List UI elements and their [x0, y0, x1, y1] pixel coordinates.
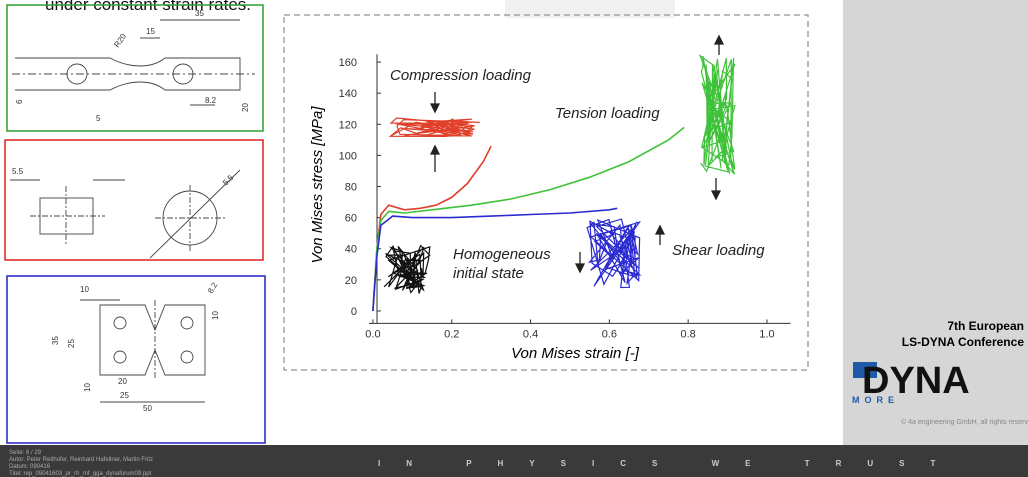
dim-label: 8.2 [205, 96, 217, 105]
dim-label: 5.5 [12, 167, 24, 176]
y-tick-label: 120 [339, 119, 357, 131]
dim-label: 25 [120, 391, 129, 400]
dim-label: 6 [15, 99, 24, 104]
footer-line: Datum: 090416 [9, 464, 51, 470]
annotation: Compression loading [390, 67, 532, 84]
y-tick-label: 20 [345, 275, 357, 287]
footer-line: Seite: 6 / 29 [9, 450, 42, 456]
dim-label: 5 [96, 114, 101, 123]
dim-label: 35 [195, 9, 204, 18]
dim-label: 20 [241, 103, 250, 112]
copyright: © 4a engineering GmbH, all rights reserv [901, 418, 1028, 426]
dim-label: 20 [118, 377, 127, 386]
y-tick-label: 0 [351, 306, 357, 318]
x-tick-label: 0.4 [523, 328, 538, 340]
header-text: under constant strain rates. [45, 0, 251, 14]
dim-label: 10 [211, 311, 220, 320]
y-tick-label: 40 [345, 244, 357, 256]
y-tick-label: 140 [339, 88, 357, 100]
x-tick-label: 1.0 [759, 328, 774, 340]
conference-line: LS-DYNA Conference [902, 335, 1025, 349]
tagline: IN PHYSICS WE TRUST [378, 459, 961, 468]
x-axis-label: Von Mises strain [-] [511, 345, 640, 362]
y-tick-label: 100 [339, 150, 357, 162]
annotation: Tension loading [555, 105, 660, 122]
x-tick-label: 0.6 [602, 328, 617, 340]
annotation: Shear loading [672, 242, 765, 259]
dim-label: 50 [143, 404, 152, 413]
annotation: initial state [453, 265, 524, 282]
annotation: Homogeneous [453, 246, 551, 263]
x-tick-label: 0.0 [365, 328, 380, 340]
dim-label: 10 [80, 285, 89, 294]
slide: under constant strain rates. 35 15 R20 6… [0, 0, 1028, 477]
footer-line: Titel: rep_09041603_pr_rh_mf_gga_dynafor… [9, 471, 152, 477]
dim-label: 35 [51, 336, 60, 345]
y-axis-label: Von Mises stress [MPa] [309, 106, 326, 264]
logo-bottom: MORE [852, 395, 899, 405]
conference-line: 7th European [947, 319, 1024, 333]
y-tick-label: 80 [345, 182, 357, 194]
dim-label: 10 [83, 383, 92, 392]
y-tick-label: 60 [345, 213, 357, 225]
footer-line: Autor: Peter Reithofer, Reinhard Hafelln… [9, 457, 153, 463]
x-tick-label: 0.2 [444, 328, 459, 340]
dim-label: 25 [67, 339, 76, 348]
x-tick-label: 0.8 [681, 328, 696, 340]
footer-top [0, 445, 1028, 455]
dim-label: 15 [146, 27, 155, 36]
y-tick-label: 160 [339, 57, 357, 69]
